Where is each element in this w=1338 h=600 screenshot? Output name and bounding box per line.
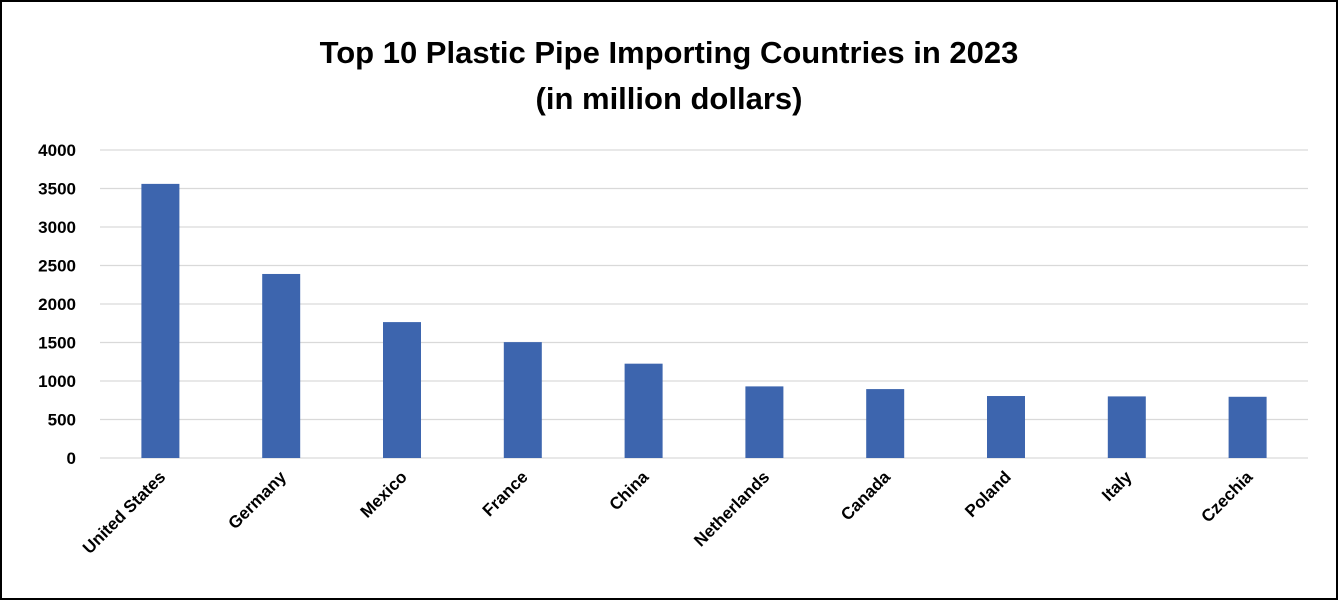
chart-subtitle-text: (in million dollars)	[535, 81, 803, 116]
x-tick-label: Canada	[837, 467, 894, 524]
bar	[141, 183, 180, 458]
x-tick-label: France	[479, 467, 532, 520]
y-tick-label: 2000	[38, 295, 76, 314]
y-tick-label: 2500	[38, 257, 76, 276]
bar	[866, 389, 905, 458]
bar	[1228, 396, 1267, 458]
bar	[745, 386, 784, 458]
bar	[1107, 396, 1146, 458]
y-tick-label: 500	[48, 411, 76, 430]
x-tick-label: Mexico	[357, 467, 411, 521]
bar	[624, 363, 663, 458]
x-tick-label: China	[606, 467, 653, 514]
y-tick-label: 1500	[38, 334, 76, 353]
y-tick-label: 4000	[38, 141, 76, 160]
x-tick-label: Poland	[961, 467, 1015, 521]
x-tick-label: Netherlands	[690, 467, 773, 550]
y-tick-label: 3000	[38, 218, 76, 237]
y-tick-label: 3500	[38, 180, 76, 199]
x-tick-label: United States	[79, 467, 169, 557]
bar	[383, 322, 421, 458]
y-tick-label: 1000	[38, 372, 76, 391]
bar	[503, 342, 542, 458]
y-tick-label: 0	[67, 449, 76, 468]
chart-title: Top 10 Plastic Pipe Importing Countries …	[2, 30, 1336, 122]
x-tick-label: Germany	[224, 467, 290, 533]
chart-title-text: Top 10 Plastic Pipe Importing Countries …	[319, 35, 1019, 70]
x-tick-label: Czechia	[1198, 467, 1257, 526]
bar	[262, 273, 301, 458]
bar	[987, 396, 1025, 458]
x-tick-label: Italy	[1098, 467, 1136, 505]
